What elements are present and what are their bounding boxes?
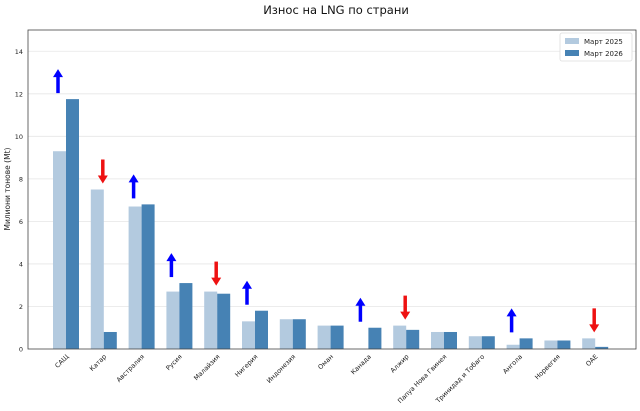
bar-march-2025 — [506, 344, 520, 349]
x-tick-label: Австралия — [115, 353, 146, 384]
axes — [27, 29, 637, 350]
bar-march-2025 — [544, 340, 558, 349]
y-tick-label: 0 — [19, 346, 23, 354]
y-tick-labels: 0 2 4 6 8 10 12 14 — [15, 48, 23, 354]
x-tick-label: Оман — [316, 353, 335, 372]
x-tick-label: Алжир — [389, 353, 411, 375]
bar-march-2025 — [242, 321, 255, 349]
y-axis-label: Милиони тонове (Mt) — [3, 147, 12, 230]
bar-march-2026 — [519, 338, 533, 349]
x-tick-label: Нигерия — [233, 353, 259, 379]
y-tick-label: 6 — [19, 218, 23, 226]
x-tick-label: Канада — [349, 353, 373, 377]
bar-march-2026 — [179, 283, 193, 349]
x-tick-label: Русия — [164, 353, 183, 372]
y-tick-label: 2 — [19, 303, 23, 311]
y-tick-label: 12 — [15, 90, 23, 98]
plot-frame — [27, 29, 637, 350]
bar-march-2026 — [103, 331, 117, 349]
bar-march-2025 — [468, 336, 482, 349]
bar-march-2026 — [330, 325, 344, 349]
x-tick-label: Ангола — [501, 353, 524, 376]
x-tick-label: Индонезия — [265, 353, 297, 385]
bar-march-2026 — [368, 327, 382, 349]
x-tick-label: Малайзия — [192, 353, 221, 382]
bar-march-2025 — [90, 189, 104, 349]
bar-march-2026 — [255, 310, 268, 349]
bar-march-2026 — [444, 331, 457, 349]
legend-label: Март 2025 — [584, 38, 623, 46]
decrease-arrow-icon — [211, 261, 222, 286]
legend-label: Март 2026 — [584, 50, 623, 58]
bar-march-2025 — [204, 291, 218, 349]
legend: Март 2025 Март 2026 — [559, 32, 633, 62]
bar-march-2026 — [595, 346, 609, 349]
decrease-arrow-icon — [589, 308, 600, 333]
increase-arrow-icon — [506, 308, 517, 333]
increase-arrow-icon — [166, 253, 177, 278]
chart-title: Износ на LNG по страни — [263, 3, 409, 17]
grid — [28, 50, 636, 307]
y-tick-label: 8 — [19, 175, 23, 183]
bar-march-2025 — [166, 291, 180, 349]
bar-march-2025 — [53, 151, 66, 349]
y-tick-label: 4 — [19, 260, 23, 268]
bar-march-2026 — [481, 336, 495, 349]
bar-march-2025 — [317, 325, 331, 349]
increase-arrow-icon — [128, 174, 139, 199]
change-arrows — [53, 69, 600, 333]
increase-arrow-icon — [242, 280, 252, 305]
bar-march-2026 — [292, 319, 306, 349]
x-tick-label: Катар — [88, 353, 108, 373]
x-tick-label: САЩ — [53, 353, 70, 370]
decrease-arrow-icon — [400, 295, 411, 320]
increase-arrow-icon — [355, 297, 366, 322]
bar-march-2025 — [128, 206, 142, 349]
bar-march-2025 — [279, 319, 293, 349]
y-tick-label: 14 — [15, 48, 23, 56]
bar-march-2025 — [431, 331, 444, 349]
bars — [53, 99, 609, 349]
increase-arrow-icon — [53, 69, 63, 94]
bar-march-2026 — [557, 340, 571, 349]
bar-march-2026 — [141, 204, 155, 349]
bar-march-2025 — [393, 325, 407, 349]
x-tick-labels: САЩ Катар Австралия Русия Малайзия Нигерия Инд… — [53, 353, 599, 406]
bar-march-2026 — [406, 329, 420, 349]
legend-swatch — [565, 50, 579, 56]
bar-march-2026 — [217, 293, 231, 349]
bar-march-2025 — [582, 338, 596, 349]
x-tick-label: Норвегия — [533, 353, 562, 382]
y-tick-label: 10 — [15, 133, 23, 141]
decrease-arrow-icon — [97, 159, 108, 184]
legend-swatch — [565, 38, 579, 44]
x-tick-label: ОАЕ — [584, 353, 599, 368]
bar-march-2026 — [66, 99, 79, 349]
